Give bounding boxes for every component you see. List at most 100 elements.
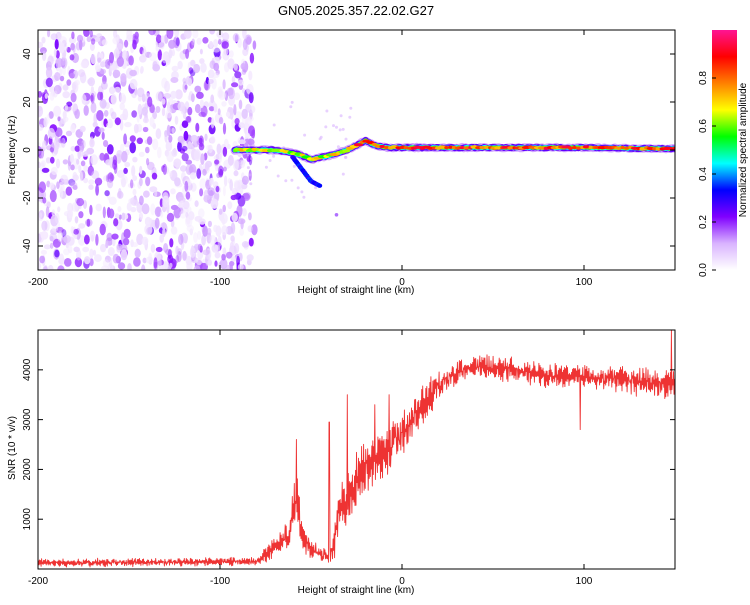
noise-dot	[185, 215, 191, 225]
noise-dot	[155, 44, 160, 52]
noise-dot	[242, 208, 247, 217]
noise-dot	[148, 30, 156, 36]
noise-dot	[154, 190, 158, 198]
noise-dot	[133, 123, 139, 134]
noise-dot	[182, 250, 187, 261]
noise-dot	[121, 177, 126, 188]
noise-dot	[47, 127, 56, 139]
noise-dot	[192, 30, 199, 39]
noise-dot	[210, 94, 215, 104]
noise-dot	[179, 200, 184, 207]
noise-dot	[122, 108, 129, 121]
noise-dot	[238, 99, 243, 110]
noise-dot	[58, 82, 63, 92]
noise-dot	[38, 262, 42, 270]
noise-dot	[90, 53, 96, 65]
noise-dot	[189, 228, 193, 236]
noise-dot	[95, 233, 99, 246]
noise-dot	[185, 116, 192, 123]
noise-dot	[225, 251, 233, 259]
noise-dot	[41, 50, 47, 62]
noise-dot	[124, 39, 129, 48]
noise-dot	[103, 175, 109, 181]
noise-dot	[203, 101, 209, 108]
noise-dot	[202, 225, 209, 237]
noise-dot	[123, 133, 127, 145]
noise-dot	[89, 42, 95, 52]
noise-dot	[161, 107, 166, 117]
ridge-peak	[507, 146, 514, 150]
colorbar-gradient	[712, 30, 737, 270]
ridge-peak	[568, 146, 573, 150]
noise-dot	[89, 138, 95, 148]
noise-dot	[59, 75, 65, 82]
colorbar-tick-label: 0.0	[698, 263, 709, 277]
noise-dot	[49, 147, 54, 153]
noise-dot	[171, 127, 175, 134]
noise-dot	[242, 30, 247, 40]
noise-dot	[132, 156, 138, 163]
noise-dot	[199, 48, 203, 55]
noise-dot	[131, 110, 138, 118]
noise-dot	[251, 224, 258, 236]
colorbar-tick-label: 0.4	[698, 167, 709, 181]
noise-dot	[246, 166, 250, 170]
noise-dot	[76, 198, 85, 207]
noise-dot	[62, 84, 69, 91]
noise-dot	[91, 170, 100, 180]
noise-dot	[82, 246, 90, 253]
noise-dot	[164, 131, 168, 143]
noise-dot	[45, 206, 50, 218]
noise-dot	[242, 47, 249, 57]
noise-dot	[197, 243, 203, 251]
noise-dot	[122, 237, 130, 246]
noise-dot	[65, 130, 73, 137]
colorbar: 0.0 0.2 0.4 0.6 0.8 Normalized spectral ampl…	[698, 30, 749, 277]
noise-dot	[42, 140, 47, 151]
noise-dot	[58, 36, 67, 45]
noise-dot	[100, 61, 106, 68]
noise-dot	[141, 106, 148, 116]
noise-dot	[229, 241, 234, 251]
noise-dots	[38, 30, 353, 270]
noise-dot	[99, 99, 107, 109]
noise-dot	[96, 110, 104, 122]
noise-dot	[143, 190, 150, 198]
noise-dot	[123, 228, 131, 239]
noise-dot	[57, 116, 61, 122]
noise-dot	[115, 213, 120, 219]
noise-dot	[243, 193, 251, 202]
noise-dot	[97, 91, 103, 101]
noise-dot	[182, 77, 187, 84]
noise-dot	[204, 133, 208, 141]
noise-dot	[191, 38, 195, 46]
colorbar-ticks: 0.0 0.2 0.4 0.6 0.8	[698, 71, 716, 277]
noise-dot	[109, 51, 114, 64]
noise-dot	[53, 144, 59, 155]
noise-dot	[38, 41, 44, 48]
noise-dot	[180, 232, 189, 243]
noise-dot	[53, 48, 57, 57]
noise-dot	[129, 135, 136, 143]
noise-dot	[233, 92, 241, 101]
noise-dot	[60, 186, 64, 199]
noise-dot	[39, 47, 47, 54]
noise-dot	[177, 135, 185, 143]
noise-dot	[171, 148, 178, 157]
snr-axes: -200 -100 0 100 1000 2000 3000 4000	[22, 330, 675, 587]
noise-dot	[198, 137, 203, 144]
noise-dot	[213, 62, 220, 72]
noise-dot	[74, 216, 79, 224]
noise-dot	[102, 206, 106, 219]
noise-dot	[61, 118, 66, 125]
noise-dot	[136, 137, 143, 145]
noise-dot	[72, 185, 78, 190]
noise-dot	[222, 247, 226, 255]
noise-dot	[238, 122, 245, 129]
noise-dot	[129, 78, 138, 90]
noise-dot	[137, 103, 142, 115]
noise-dot	[149, 116, 155, 128]
